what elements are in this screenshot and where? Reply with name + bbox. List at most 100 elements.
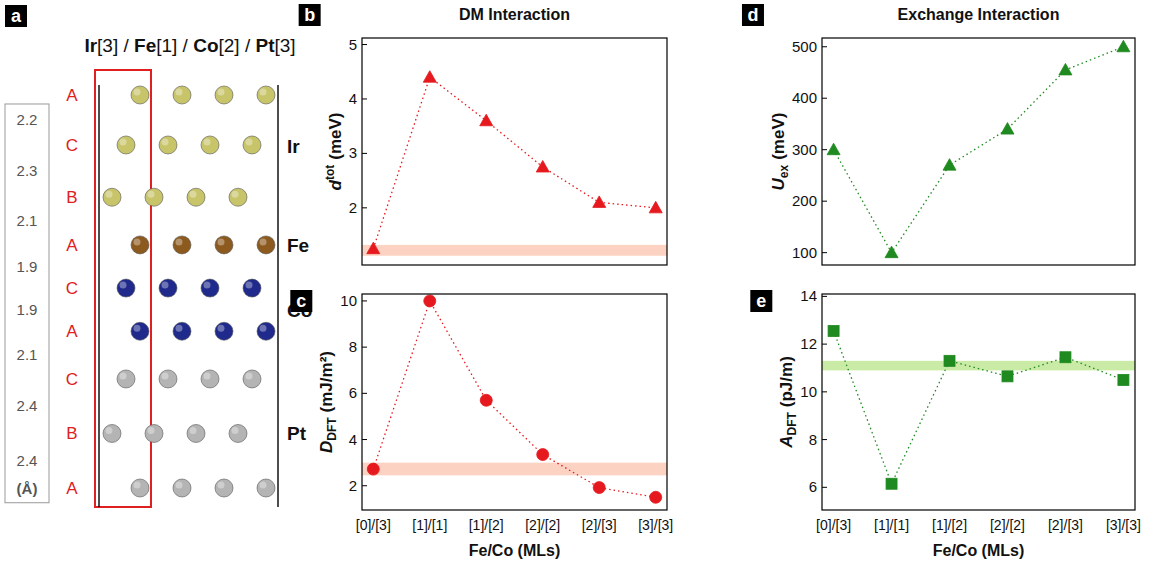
y-axis-title: Uex(meV) bbox=[769, 113, 791, 191]
y-tick-label: 5 bbox=[349, 36, 357, 53]
data-point bbox=[650, 491, 662, 503]
y-tick bbox=[822, 98, 827, 99]
y-tick bbox=[822, 149, 827, 150]
diagram-title: Ir[3] / Fe[1] / Co[2] / Pt[3] bbox=[84, 35, 295, 56]
data-point bbox=[828, 325, 839, 336]
y-tick bbox=[822, 46, 827, 47]
atom-highlight bbox=[190, 191, 197, 198]
panel-letter: d bbox=[747, 5, 758, 25]
column-title: Exchange Interaction bbox=[898, 6, 1060, 23]
plot-frame bbox=[362, 38, 667, 265]
atom bbox=[229, 188, 247, 206]
y-tick-label: 14 bbox=[800, 287, 817, 304]
title-part: Ir bbox=[84, 35, 97, 56]
atom-highlight bbox=[246, 282, 253, 289]
atom-highlight bbox=[120, 282, 127, 289]
title-part: [3] bbox=[274, 35, 295, 56]
atom-highlight bbox=[176, 482, 183, 489]
spacing-label: 2.1 bbox=[17, 346, 38, 363]
y-tick-label: 4 bbox=[349, 431, 357, 448]
atom-highlight bbox=[162, 282, 169, 289]
y-tick-label: 6 bbox=[809, 478, 817, 495]
y-tick bbox=[362, 300, 367, 301]
atom-highlight bbox=[106, 427, 113, 434]
panel-letter: c bbox=[296, 291, 306, 311]
y-tick-label: 100 bbox=[792, 244, 817, 261]
y-axis-symbol: D bbox=[317, 441, 336, 453]
y-tick-label: 2 bbox=[349, 199, 357, 216]
data-point bbox=[480, 114, 493, 126]
title-part: [3] / bbox=[97, 35, 134, 56]
atom-highlight bbox=[148, 191, 155, 198]
atom-highlight bbox=[134, 482, 141, 489]
y-tick-label: 500 bbox=[792, 38, 817, 55]
data-point bbox=[1117, 40, 1130, 52]
data-point bbox=[424, 295, 436, 307]
atom-highlight bbox=[190, 427, 197, 434]
y-tick-label: 300 bbox=[792, 141, 817, 158]
atom bbox=[131, 479, 149, 497]
y-axis-unit: (meV) bbox=[769, 113, 788, 160]
y-tick bbox=[362, 98, 367, 99]
x-tick-label: [2]/[2] bbox=[990, 517, 1025, 533]
title-part: Co bbox=[193, 35, 218, 56]
plot-area bbox=[362, 71, 667, 256]
data-point bbox=[536, 161, 549, 173]
plot-area bbox=[822, 325, 1135, 489]
data-point bbox=[1001, 123, 1014, 135]
atom bbox=[215, 236, 233, 254]
atom bbox=[103, 188, 121, 206]
atom bbox=[229, 424, 247, 442]
atom-highlight bbox=[148, 427, 155, 434]
atom bbox=[215, 86, 233, 104]
y-axis-unit: (meV) bbox=[326, 113, 345, 160]
stacking-letter: C bbox=[66, 136, 78, 155]
atom-highlight bbox=[134, 89, 141, 96]
y-tick bbox=[822, 201, 827, 202]
y-tick bbox=[362, 393, 367, 394]
y-axis-unit: (mJ/m²) bbox=[317, 351, 336, 412]
atom-highlight bbox=[260, 89, 267, 96]
x-tick-label: [0]/[3] bbox=[816, 517, 851, 533]
y-tick-label: 12 bbox=[800, 335, 817, 352]
x-tick-label: [2]/[2] bbox=[525, 517, 560, 533]
atom-highlight bbox=[204, 372, 211, 379]
x-axis-title: Fe/Co (MLs) bbox=[933, 542, 1025, 559]
x-tick-label: [2]/[3] bbox=[1048, 517, 1083, 533]
y-tick-label: 10 bbox=[800, 383, 817, 400]
y-tick-label: 8 bbox=[349, 338, 357, 355]
plot-frame bbox=[822, 294, 1135, 510]
plot-area bbox=[362, 295, 667, 503]
panel-letter-box bbox=[5, 5, 27, 27]
y-axis-title: dtot(meV) bbox=[323, 113, 345, 191]
column-title: DM Interaction bbox=[459, 6, 570, 23]
stacking-letter: B bbox=[66, 424, 77, 443]
plot-frame bbox=[362, 294, 667, 510]
data-point bbox=[1059, 63, 1072, 75]
atom-highlight bbox=[218, 482, 225, 489]
data-point bbox=[827, 143, 840, 155]
atom bbox=[131, 322, 149, 340]
atom bbox=[257, 86, 275, 104]
spacing-label: 1.9 bbox=[17, 301, 38, 318]
title-part: Fe bbox=[134, 35, 156, 56]
atom-highlight bbox=[260, 238, 267, 245]
y-tick bbox=[822, 439, 827, 440]
atom-highlight bbox=[204, 282, 211, 289]
atom bbox=[243, 279, 261, 297]
plot-area bbox=[827, 40, 1130, 257]
element-label: Pt bbox=[287, 423, 307, 444]
data-point bbox=[943, 159, 956, 171]
panel-letter: e bbox=[756, 291, 766, 311]
atom-highlight bbox=[246, 138, 253, 145]
spacing-label: 2.4 bbox=[17, 452, 38, 469]
y-tick-label: 8 bbox=[809, 431, 817, 448]
y-axis-symbol: A bbox=[777, 436, 796, 449]
atom bbox=[215, 322, 233, 340]
cell-edge bbox=[277, 85, 278, 507]
spacing-unit: (Å) bbox=[17, 480, 38, 497]
y-tick bbox=[822, 344, 827, 345]
atom-highlight bbox=[246, 372, 253, 379]
atom-highlight bbox=[120, 372, 127, 379]
atom bbox=[103, 424, 121, 442]
